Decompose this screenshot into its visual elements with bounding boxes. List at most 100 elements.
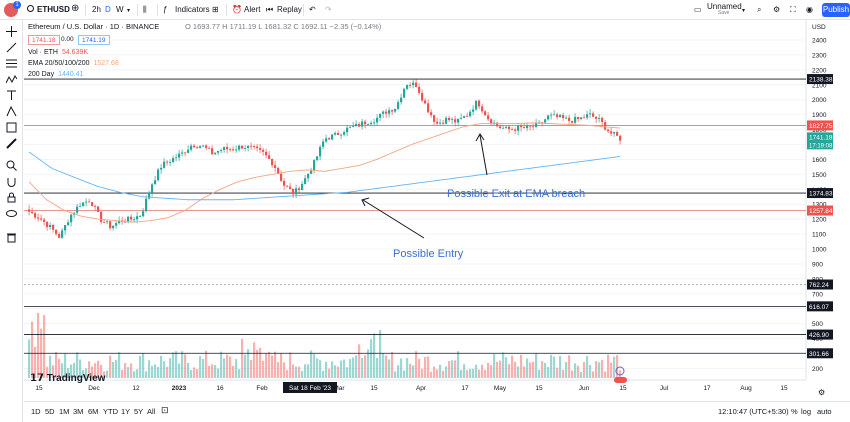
horizontal-lines-icon[interactable] [6,58,17,69]
quick-search-icon[interactable]: ⌕ [757,5,762,14]
range-1m[interactable]: 1M [59,407,70,416]
interval-dropdown-icon[interactable]: ▾ [127,8,131,14]
candle-body [259,148,262,150]
layouts-grid-icon[interactable]: ⊞ [212,5,219,14]
volume-bar [58,358,61,378]
interval-2h[interactable]: 2h [92,5,101,14]
price-chart[interactable]: USD2400230022002100200019001800170016001… [24,20,850,401]
trash-icon[interactable] [6,232,17,243]
candle-body [403,88,406,98]
fullscreen-icon[interactable]: ⛶ [790,5,796,14]
undo-icon[interactable]: ↶ [309,5,316,14]
trend-line-icon[interactable] [6,42,17,53]
alert-icon[interactable]: ⏰ [232,5,242,14]
pattern-icon[interactable] [5,74,18,85]
range-1y[interactable]: 1Y [121,407,131,416]
candle-body [355,123,358,127]
zoom-in-icon[interactable] [6,160,17,171]
alert-button[interactable]: Alert [244,5,261,14]
layout-name[interactable]: Unnamed [707,2,742,11]
goto-date-icon[interactable]: ⊡ [161,405,169,415]
text-tool-icon[interactable] [6,90,17,101]
candle-body [232,149,235,151]
volume-indicator-row[interactable]: Vol · ETH 54.639K [28,48,88,58]
bar-style-candles-icon[interactable]: ⫼ [143,5,147,14]
interval-d[interactable]: D [105,5,111,14]
clock-timezone[interactable]: 12:10:47 (UTC+5:30) [718,407,789,416]
volume-bar [43,315,46,378]
level-price-tag [807,348,833,359]
range-all[interactable]: All [147,407,156,416]
range-5y[interactable]: 5Y [134,407,144,416]
indicators-icon[interactable]: ƒ [163,5,168,14]
volume-value: 54.639K [61,49,89,56]
price-tick-label: 2300 [812,52,827,59]
volume-bar [298,366,301,378]
chart-settings-icon[interactable]: ⚙ [773,5,781,14]
candle-body [214,152,217,155]
volume-bar [499,360,502,378]
symbol-search-button[interactable]: ETHUSD [37,5,70,14]
indicators-button[interactable]: Indicators [175,5,210,14]
volume-bar [205,350,208,378]
buy-price-box[interactable]: 1741.19 [78,35,110,45]
candle-body [277,167,280,174]
time-tick-label: 17 [703,385,711,392]
range-ytd[interactable]: YTD [103,407,118,416]
ruler-icon[interactable] [6,138,17,149]
level-price-tag [807,74,833,85]
volume-bar [310,350,313,378]
candle-body [316,156,319,161]
exit-annotation: Possible Exit at EMA breach [447,188,585,200]
compare-symbol-icon[interactable]: ⊕ [71,3,80,14]
range-6m[interactable]: 6M [88,407,99,416]
range-3m[interactable]: 3M [73,407,84,416]
measure-icon[interactable] [6,105,17,117]
interval-w[interactable]: W [116,5,124,14]
candle-body [472,109,475,112]
ma200-indicator-row[interactable]: 200 Day 1440.41 [28,70,83,80]
publish-button[interactable]: Publish [822,3,850,17]
replay-button[interactable]: Replay [277,5,302,14]
snapshot-icon[interactable]: ◉ [806,5,813,14]
series-title[interactable]: Ethereum / U.S. Dollar · 1D · BINANCE [28,22,160,31]
ema-indicator-row[interactable]: EMA 20/50/100/200 1527.68 [28,59,119,69]
candle-body [445,117,448,124]
volume-bar [37,313,40,378]
candle-body [67,222,70,225]
layout-icon[interactable]: ▭ [694,5,702,14]
search-icon[interactable] [27,5,34,12]
percent-scale-toggle[interactable]: % [791,407,798,416]
candle-body [94,205,97,207]
crosshair-icon[interactable] [6,26,17,37]
range-5d[interactable]: 5D [45,407,55,416]
volume-bar [472,368,475,378]
auto-scale-toggle[interactable]: auto [817,407,832,416]
lock-drawings-icon[interactable] [6,192,17,203]
redo-icon[interactable]: ↷ [325,5,332,14]
price-tick-label: 1800 [812,127,827,134]
sell-price-box[interactable]: 1741.18 [28,35,60,45]
candle-body [103,221,106,223]
volume-bar [529,362,532,378]
volume-bar [148,360,151,378]
volume-bar [352,357,355,378]
candle-body [244,147,247,149]
volume-bar [571,370,574,378]
replay-icon[interactable]: ⏮ [266,5,274,14]
layout-dropdown-icon[interactable]: ▾ [742,8,746,14]
volume-bar [496,361,499,378]
candle-body [43,219,46,222]
candle-body [58,233,61,238]
candle-body [583,117,586,119]
log-scale-toggle[interactable]: log [801,407,812,416]
volume-bar [535,352,538,378]
volume-bar [178,363,181,378]
volume-bar [88,361,91,378]
brush-icon[interactable] [6,122,17,133]
candle-body [61,230,64,238]
range-1d[interactable]: 1D [31,407,41,416]
volume-bar [325,361,328,378]
hide-drawings-icon[interactable] [6,208,17,219]
magnet-icon[interactable] [6,176,17,187]
